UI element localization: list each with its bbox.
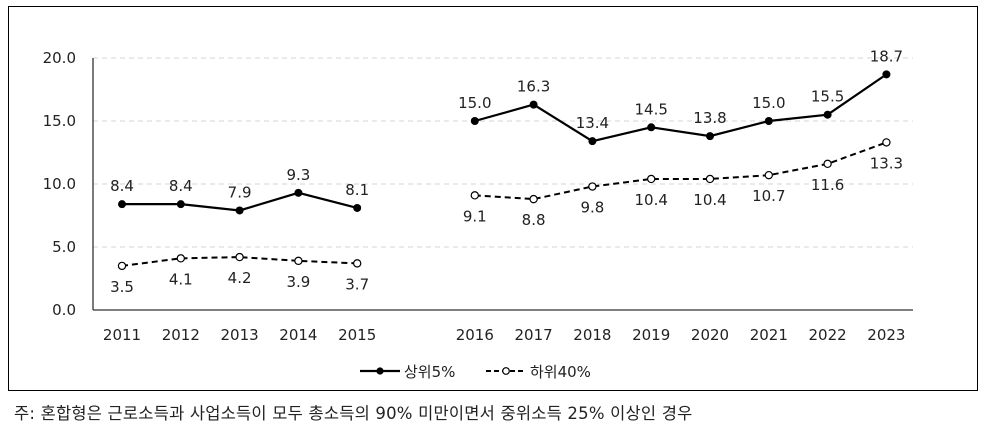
- marker-bottom40: [470, 191, 479, 200]
- data-label-top5: 15.5: [811, 88, 844, 106]
- x-tick-label: 2018: [573, 326, 611, 344]
- marker-bottom40: [647, 174, 656, 184]
- data-label-top5: 15.0: [752, 94, 785, 112]
- marker-top5: [294, 188, 303, 197]
- marker-bottom40: [823, 159, 832, 169]
- marker-bottom40: [882, 138, 891, 147]
- x-tick-label: 2016: [456, 326, 494, 344]
- x-tick-label: 2011: [103, 326, 141, 344]
- data-label-bottom40: 9.8: [580, 199, 604, 217]
- footnote: 주: 혼합형은 근로소득과 사업소득이 모두 총소득의 90% 미만이면서 중위…: [14, 404, 693, 423]
- y-tick-label: 10.0: [43, 175, 76, 193]
- y-tick-label: 5.0: [52, 238, 76, 256]
- marker-top5: [470, 117, 479, 125]
- data-label-bottom40: 4.2: [228, 269, 252, 287]
- x-tick-label: 2021: [750, 326, 788, 344]
- x-tick-label: 2015: [338, 326, 376, 344]
- y-tick-label: 0.0: [52, 301, 76, 319]
- marker-top5: [706, 132, 714, 141]
- legend-marker-top5: [376, 367, 384, 375]
- data-label-top5: 7.9: [228, 183, 252, 201]
- x-tick-label: 2012: [162, 326, 200, 344]
- legend-label-bottom40: 하위40%: [530, 363, 591, 381]
- legend-label-top5: 상위5%: [404, 363, 455, 381]
- x-tick-label: 2019: [632, 326, 670, 344]
- x-tick-label: 2020: [691, 326, 729, 344]
- data-label-top5: 9.3: [286, 166, 310, 184]
- data-label-top5: 13.4: [576, 114, 609, 132]
- data-label-bottom40: 10.4: [634, 191, 667, 209]
- data-label-top5: 18.7: [870, 47, 903, 65]
- data-label-top5: 15.0: [458, 94, 491, 112]
- data-label-top5: 16.3: [517, 78, 550, 96]
- data-label-bottom40: 4.1: [169, 270, 193, 288]
- data-label-bottom40: 10.7: [752, 187, 785, 205]
- data-label-bottom40: 9.1: [463, 207, 487, 225]
- marker-bottom40: [529, 194, 538, 204]
- legend-marker-bottom40: [502, 367, 510, 375]
- marker-top5: [118, 200, 126, 209]
- marker-top5: [176, 200, 185, 209]
- data-label-top5: 8.1: [345, 181, 369, 199]
- data-label-top5: 8.4: [169, 177, 193, 195]
- marker-top5: [882, 70, 891, 79]
- marker-bottom40: [764, 170, 774, 180]
- data-label-bottom40: 3.5: [110, 278, 134, 296]
- data-label-top5: 14.5: [634, 100, 667, 118]
- marker-top5: [647, 123, 656, 132]
- data-label-top5: 8.4: [110, 177, 134, 195]
- marker-top5: [353, 203, 362, 212]
- marker-bottom40: [294, 256, 303, 266]
- marker-top5: [823, 110, 832, 119]
- data-label-bottom40: 3.7: [345, 275, 369, 293]
- marker-top5: [764, 117, 773, 125]
- data-label-top5: 13.8: [693, 109, 726, 127]
- data-label-bottom40: 8.8: [522, 211, 546, 229]
- marker-bottom40: [588, 182, 597, 191]
- marker-top5: [529, 100, 538, 109]
- marker-bottom40: [176, 254, 185, 263]
- marker-top5: [235, 206, 244, 215]
- y-tick-label: 20.0: [43, 49, 76, 67]
- data-label-bottom40: 10.4: [693, 191, 726, 209]
- series-line-top5: [474, 73, 888, 143]
- marker-bottom40: [353, 259, 362, 268]
- data-label-bottom40: 13.3: [870, 154, 903, 172]
- x-tick-label: 2022: [809, 326, 847, 344]
- marker-bottom40: [705, 174, 715, 184]
- x-tick-label: 2014: [279, 326, 317, 344]
- marker-top5: [588, 137, 597, 146]
- x-tick-label: 2013: [221, 326, 259, 344]
- series-line-bottom40: [474, 141, 887, 201]
- data-label-bottom40: 11.6: [811, 176, 844, 194]
- marker-bottom40: [117, 261, 127, 271]
- x-tick-label: 2023: [867, 326, 905, 344]
- marker-bottom40: [235, 252, 244, 262]
- data-label-bottom40: 3.9: [286, 273, 310, 291]
- chart-frame: [8, 6, 978, 391]
- y-tick-label: 15.0: [43, 112, 76, 130]
- x-tick-label: 2017: [515, 326, 553, 344]
